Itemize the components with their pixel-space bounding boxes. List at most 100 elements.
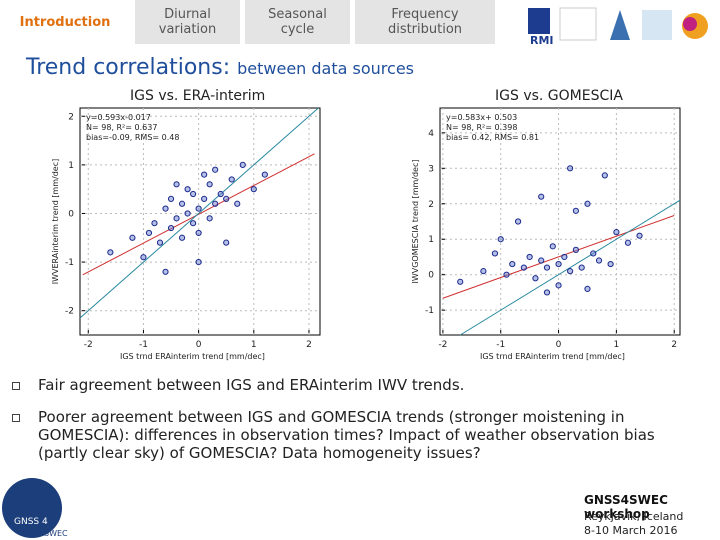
y-tick-label: -2 xyxy=(65,307,74,317)
data-point xyxy=(613,229,620,236)
data-point xyxy=(636,232,643,239)
data-point xyxy=(572,207,580,214)
annotation: y=0.583x+ 0.503 xyxy=(446,113,517,122)
data-point xyxy=(178,234,186,241)
data-point xyxy=(509,260,516,268)
x-tick-label: 2 xyxy=(671,340,677,350)
data-point xyxy=(140,254,147,261)
data-point xyxy=(250,186,257,193)
x-tick-label: 2 xyxy=(306,340,312,350)
data-point xyxy=(584,285,591,292)
data-point xyxy=(184,186,191,193)
data-point xyxy=(503,271,510,278)
data-point xyxy=(212,200,219,207)
y-tick-label: 1 xyxy=(428,235,434,245)
fit-line xyxy=(459,199,681,336)
data-point xyxy=(261,171,268,178)
title-text: Trend correlations: xyxy=(26,55,231,80)
nav-tab[interactable]: Frequency distribution xyxy=(355,0,495,44)
y-tick-label: 2 xyxy=(68,112,74,122)
data-point xyxy=(543,264,551,271)
data-point xyxy=(173,181,180,188)
data-point xyxy=(162,205,169,212)
data-point xyxy=(567,165,574,172)
data-point xyxy=(223,239,230,246)
data-point xyxy=(607,260,614,268)
slide-title: Trend correlations: between data sources xyxy=(26,55,414,80)
data-point xyxy=(195,205,202,212)
nav-tab[interactable]: Introduction xyxy=(0,0,130,44)
x-axis-label: IGS trnd ERAinterim trend [mm/dec] xyxy=(120,352,265,361)
annotation: bias= 0.42, RMS= 0.81 xyxy=(446,133,539,142)
y-tick-label: 0 xyxy=(68,209,74,219)
data-point xyxy=(578,264,585,271)
x-tick-label: 1 xyxy=(251,340,257,350)
data-point xyxy=(129,234,136,241)
data-point xyxy=(491,250,499,257)
chart-title: IGS vs. GOMESCIA xyxy=(495,88,623,104)
chart: -2 -1 0 1 2 -2 -1 0 1 2 IGS trnd ERAinterim trend … xyxy=(51,107,321,361)
data-point xyxy=(497,236,504,243)
logo: GNSS 4 SWEC xyxy=(2,478,68,538)
data-point xyxy=(217,190,224,198)
data-point xyxy=(212,166,219,173)
data-point xyxy=(156,239,164,246)
footer-event: GNSS4SWEC workshop xyxy=(584,493,668,521)
data-point xyxy=(549,243,556,250)
y-tick-label: 3 xyxy=(428,164,434,174)
data-point xyxy=(239,161,246,168)
data-point xyxy=(173,215,180,222)
nav-tab[interactable]: Seasonal cycle xyxy=(245,0,350,44)
data-point xyxy=(201,195,208,202)
logos: RMI xyxy=(528,7,708,47)
data-point xyxy=(162,268,169,275)
data-point xyxy=(167,195,175,202)
data-point xyxy=(624,239,632,246)
y-tick-label: 1 xyxy=(68,161,74,171)
data-point xyxy=(538,257,545,264)
data-point xyxy=(520,264,527,271)
annotation: y=0.593x-0.017 xyxy=(86,113,151,122)
data-point xyxy=(590,250,597,257)
data-point xyxy=(567,268,574,275)
data-point xyxy=(532,275,539,282)
x-tick-label: -1 xyxy=(139,340,148,350)
footer-dates: 8-10 March 2016 xyxy=(584,524,678,537)
data-point xyxy=(584,200,591,207)
data-point xyxy=(184,210,191,217)
bullet: Fair agreement between IGS and ERAinteri… xyxy=(12,376,678,394)
x-tick-label: 0 xyxy=(556,340,562,350)
data-point xyxy=(206,181,213,188)
chart: -2 -1 0 1 2 -1 0 1 2 3 4 IGS trnd ERAinterim trend … xyxy=(411,107,681,361)
data-point xyxy=(538,193,545,200)
data-point xyxy=(167,224,175,232)
annotation: bias=-0.09, RMS= 0.48 xyxy=(86,133,179,142)
data-point xyxy=(234,200,241,207)
subtitle: between data sources xyxy=(237,59,414,78)
x-tick-label: -2 xyxy=(84,340,93,350)
data-point xyxy=(190,220,197,227)
data-point xyxy=(555,282,562,289)
data-point xyxy=(206,215,213,222)
plot-frame xyxy=(439,107,681,336)
fit-line xyxy=(82,153,315,276)
data-point xyxy=(480,268,487,275)
data-point xyxy=(107,249,114,256)
nav-tab[interactable]: Diurnal variation xyxy=(135,0,240,44)
y-tick-label: 4 xyxy=(428,129,434,139)
logo-text: SWEC xyxy=(44,529,68,538)
data-point xyxy=(190,190,197,198)
data-point xyxy=(561,253,568,261)
x-tick-label: 1 xyxy=(614,340,620,350)
fit-line xyxy=(442,215,675,299)
data-point xyxy=(526,253,533,261)
data-point xyxy=(543,289,551,296)
x-tick-label: -1 xyxy=(496,340,505,350)
data-point xyxy=(595,257,603,264)
y-tick-label: -1 xyxy=(425,306,434,316)
data-point xyxy=(514,218,522,225)
x-tick-label: 0 xyxy=(196,340,202,350)
plot-frame xyxy=(79,107,321,336)
data-point xyxy=(195,229,202,237)
